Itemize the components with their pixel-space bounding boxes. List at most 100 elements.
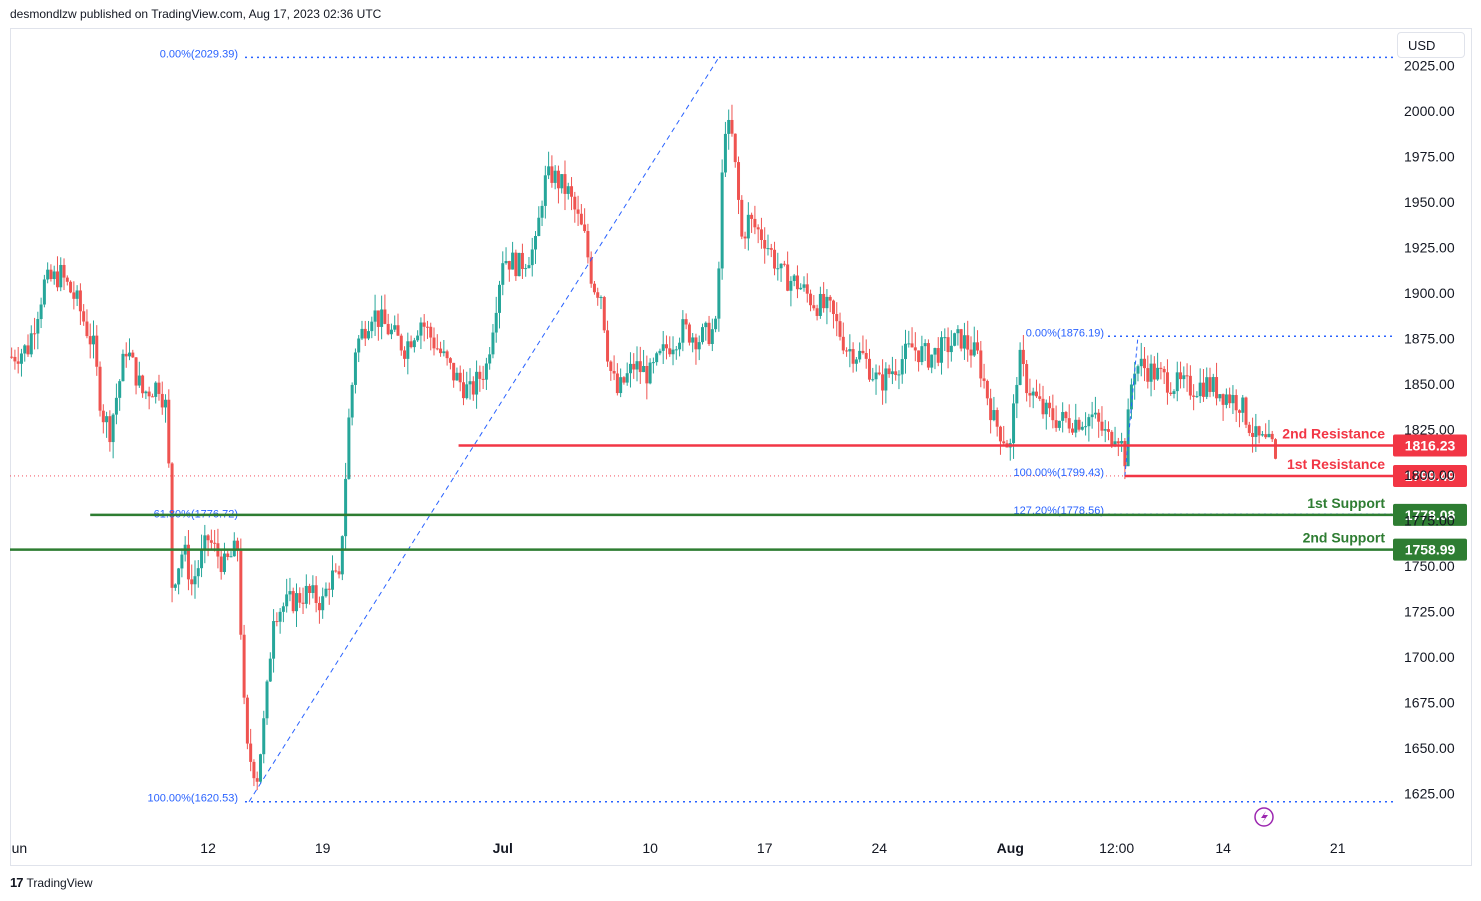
candle-body — [55, 271, 59, 288]
candle-body — [910, 343, 914, 348]
candle-body — [553, 170, 557, 183]
candle-body — [49, 269, 53, 280]
candle-body — [334, 570, 338, 572]
candle-body — [566, 186, 570, 194]
candle-body — [1211, 377, 1215, 392]
candle-body — [357, 338, 361, 353]
candle-body — [933, 348, 937, 355]
price-badge — [1393, 503, 1467, 526]
candle-body — [838, 321, 842, 337]
candle-body — [884, 368, 888, 391]
candle-body — [1156, 367, 1160, 380]
candle-body — [373, 310, 377, 322]
candle-body — [471, 381, 475, 395]
candle-body — [465, 384, 469, 399]
candle-body — [795, 275, 799, 290]
candle-body — [678, 342, 682, 350]
candle-body — [448, 358, 452, 363]
candle-body — [488, 354, 492, 364]
candle-body — [1038, 396, 1042, 399]
candle-body — [255, 778, 259, 782]
y-tick-label: 1750.00 — [1404, 558, 1455, 574]
candle-body — [1228, 394, 1232, 404]
candle-body — [917, 350, 921, 363]
candle-body — [435, 348, 439, 350]
candle-body — [926, 343, 930, 368]
candle-body — [940, 337, 944, 363]
candle-body — [461, 382, 465, 399]
candle-body — [1149, 363, 1153, 382]
candle-body — [596, 292, 600, 298]
candle-body — [543, 175, 547, 206]
candle-body — [203, 535, 207, 550]
candle-body — [484, 363, 488, 380]
candle-body — [1260, 434, 1264, 436]
candle-body — [524, 268, 528, 270]
level-name: 1st Resistance — [1287, 456, 1385, 472]
candle-body — [511, 252, 515, 270]
candle-body — [439, 348, 443, 354]
candle-body — [396, 325, 400, 336]
candle-body — [1133, 373, 1137, 385]
x-tick-label: 12 — [200, 840, 216, 856]
candle-body — [632, 363, 636, 370]
candle-body — [769, 248, 773, 250]
candle-body — [854, 359, 858, 364]
candle-body — [583, 224, 587, 232]
candle-body — [226, 553, 230, 557]
candle-body — [1192, 395, 1196, 397]
candle-body — [367, 331, 371, 339]
candle-body — [304, 585, 308, 604]
candle-body — [684, 319, 688, 325]
publish-info: desmondlzw published on TradingView.com,… — [10, 7, 382, 21]
time-axis: un 12 19 Jul 10 17 24 Aug 12:00 14 21 — [12, 840, 1346, 856]
candle-body — [229, 556, 233, 558]
candle-body — [517, 252, 521, 277]
candle-body — [1116, 441, 1120, 444]
level-name: 2nd Resistance — [1282, 425, 1385, 441]
candle-body — [160, 393, 164, 408]
lightning-icon[interactable] — [1254, 807, 1274, 827]
candle-body — [563, 174, 567, 194]
candle-body — [72, 292, 76, 299]
candle-body — [1139, 358, 1143, 367]
candle-body — [1044, 402, 1048, 415]
candle-body — [953, 333, 957, 346]
y-tick-label: 1700.00 — [1404, 649, 1455, 665]
candle-body — [95, 335, 99, 367]
fib-label: 0.00%(2029.39) — [160, 48, 238, 60]
candle-body — [1231, 395, 1235, 404]
candle-body — [1237, 410, 1241, 413]
candle-body — [1185, 375, 1189, 377]
fib-trend-line-b — [1124, 336, 1139, 477]
candle-body — [180, 554, 184, 569]
candle-body — [101, 410, 105, 423]
candle-body — [697, 342, 701, 350]
candle-body — [1021, 349, 1025, 365]
candle-body — [681, 319, 685, 343]
candle-body — [1074, 419, 1078, 433]
candle-body — [98, 366, 102, 411]
y-tick-label: 1775.00 — [1404, 513, 1455, 529]
candle-body — [1012, 403, 1016, 444]
candle-body — [579, 213, 583, 225]
candle-body — [514, 252, 518, 277]
candle-body — [206, 535, 210, 541]
price-badge — [1393, 464, 1467, 487]
candle-body — [815, 308, 819, 316]
candle-body — [481, 378, 485, 380]
candle-body — [10, 356, 14, 358]
candle-body — [331, 570, 335, 590]
level-name: 1st Support — [1307, 495, 1385, 511]
x-tick-label: un — [12, 840, 28, 856]
candle-body — [370, 321, 374, 332]
candle-body — [491, 332, 495, 355]
candle-body — [1097, 412, 1101, 422]
y-tick-label: 1650.00 — [1404, 740, 1455, 756]
candle-body — [1188, 375, 1192, 396]
candle-body — [111, 414, 115, 443]
price-axis: 2025.00 2000.00 1975.00 1950.00 1925.00 1900.… — [1404, 57, 1455, 801]
candle-body — [262, 718, 266, 755]
currency-selector[interactable]: USD — [1397, 32, 1465, 58]
